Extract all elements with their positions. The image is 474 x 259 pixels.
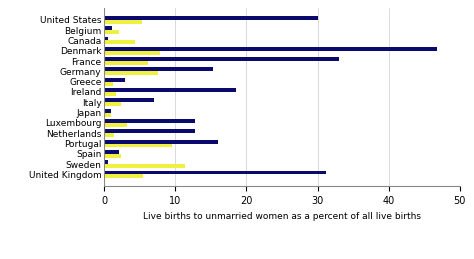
- Bar: [104, 170, 326, 175]
- X-axis label: Live births to unmarried women as a percent of all live births: Live births to unmarried women as a perc…: [143, 212, 421, 221]
- Bar: [104, 51, 160, 55]
- Bar: [104, 40, 135, 44]
- Bar: [104, 16, 319, 20]
- Bar: [104, 37, 108, 40]
- Bar: [104, 133, 114, 137]
- Bar: [104, 113, 110, 117]
- Bar: [104, 109, 110, 113]
- Bar: [104, 140, 218, 143]
- Bar: [104, 82, 113, 85]
- Bar: [104, 88, 236, 92]
- Bar: [104, 143, 172, 147]
- Bar: [104, 78, 125, 82]
- Bar: [104, 47, 437, 51]
- Bar: [104, 30, 119, 34]
- Bar: [104, 129, 194, 133]
- Bar: [104, 164, 184, 168]
- Bar: [104, 175, 143, 178]
- Bar: [104, 154, 120, 158]
- Bar: [104, 71, 158, 75]
- Bar: [104, 57, 339, 61]
- Bar: [104, 150, 119, 154]
- Bar: [104, 20, 142, 24]
- Bar: [104, 67, 213, 71]
- Bar: [104, 92, 116, 96]
- Bar: [104, 160, 108, 164]
- Bar: [104, 26, 112, 30]
- Bar: [104, 119, 195, 123]
- Bar: [104, 98, 154, 102]
- Bar: [104, 61, 148, 65]
- Bar: [104, 102, 121, 106]
- Bar: [104, 123, 127, 127]
